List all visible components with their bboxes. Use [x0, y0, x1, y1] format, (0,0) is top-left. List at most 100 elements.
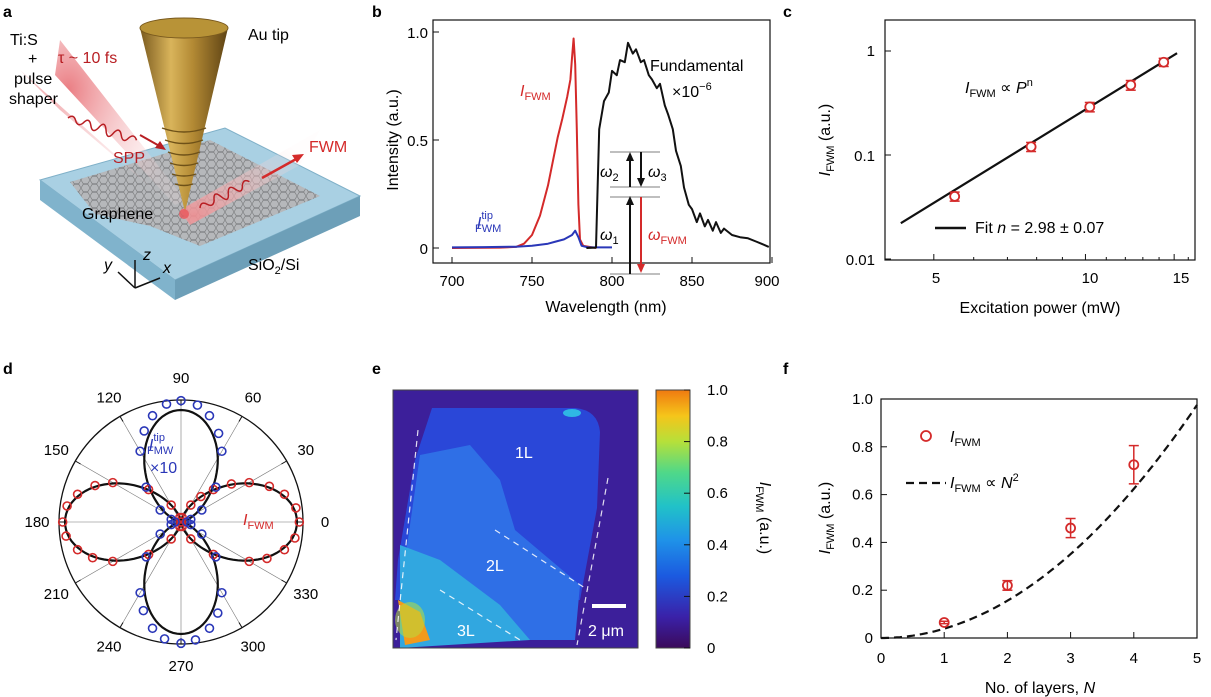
panel-label-f: f	[783, 361, 789, 378]
polar-point-fwm	[166, 534, 177, 544]
b-xtick-750: 750	[519, 273, 544, 290]
polar-point-tip	[211, 552, 221, 562]
power-law-plot	[900, 52, 1178, 225]
panel-f-layers: 0 1 2 3 4 500.20.40.60.81.0 No. of layers, N …	[817, 391, 1201, 697]
polar-point-fwm	[176, 517, 186, 527]
polar-point-fwm	[279, 544, 290, 555]
polar-tick	[281, 460, 287, 465]
polar-point-fwm	[143, 484, 154, 495]
substrate-left-face	[40, 180, 175, 300]
polar-point-fwm	[166, 500, 177, 510]
label-tis: Ti:S	[10, 32, 38, 49]
label-fwm: FWM	[309, 139, 347, 156]
tip-apex-spot	[179, 209, 189, 219]
polar-point-fwm	[290, 533, 300, 543]
polar-point-tip	[147, 410, 158, 421]
polar-point-tip	[197, 505, 207, 515]
polar-point-fwm	[185, 534, 196, 544]
f-ytick-label: 0.6	[852, 487, 873, 504]
layers-plot	[881, 404, 1198, 640]
polar-point-tip	[190, 635, 201, 645]
polar-data	[57, 395, 305, 649]
polar-point-fwm	[294, 517, 305, 527]
omega-2: ω2	[600, 164, 619, 184]
polar-tick	[238, 622, 243, 628]
polar-point-tip	[166, 519, 177, 530]
axes-triad	[117, 260, 161, 289]
axis-label-x: x	[162, 260, 172, 277]
f-ytick-label: 1.0	[852, 391, 873, 408]
hotspot-3L-halo	[395, 602, 425, 638]
polar-point-tip	[185, 514, 196, 525]
c-xtick-15: 15	[1173, 270, 1190, 287]
polar-point-tip	[204, 410, 215, 421]
polar-tick	[281, 579, 287, 584]
polar-point-fwm	[143, 549, 154, 560]
f-xtick-label: 0	[877, 650, 885, 667]
colorbar-tick-label: 1.0	[707, 382, 728, 399]
au-tip-cone	[140, 28, 228, 212]
c-ylabel: IFWM (a.u.)	[817, 104, 837, 177]
polar-angle-label: 270	[168, 658, 193, 675]
polar-tick	[119, 416, 124, 422]
fwm-beam	[180, 130, 320, 225]
region-3L: 3L	[457, 623, 475, 640]
colorbar-tick-label: 0.8	[707, 434, 728, 451]
series-fundamental	[586, 41, 770, 249]
label-pulse: pulse	[14, 71, 52, 88]
polar-angle-label: 60	[245, 389, 262, 406]
polar-point-fwm	[196, 491, 206, 502]
polar-point-fwm	[208, 549, 219, 560]
polar-point-fwm	[90, 480, 100, 491]
polar-point-fwm	[107, 477, 118, 488]
f-xtick-label: 5	[1193, 650, 1201, 667]
polar-point-fwm	[62, 501, 72, 511]
fwm-arrow	[261, 156, 299, 180]
energy-arrows	[626, 152, 645, 274]
polar-tick	[119, 622, 124, 628]
c-data-point	[949, 190, 961, 202]
f-xtick-label: 1	[940, 650, 948, 667]
f-data-point	[1065, 522, 1076, 534]
b-xtick-700: 700	[439, 273, 464, 290]
polar-tick	[75, 579, 81, 584]
f-data-point	[1128, 459, 1140, 471]
polar-angle-label: 120	[96, 389, 121, 406]
c-xtick-10: 10	[1082, 270, 1099, 287]
polar-point-tip	[212, 608, 223, 618]
b-ytick-0.5: 0.5	[407, 133, 428, 150]
label-graphene: Graphene	[82, 206, 153, 223]
tick-marks-f: 0 1 2 3 4 5 0 0.2 0.4 0.6 0.8 1.0	[852, 391, 1201, 667]
polar-angle-label: 90	[173, 370, 190, 387]
b-xtick-800: 800	[599, 273, 624, 290]
f-legend-fit: IFWM ∝ N2	[950, 472, 1019, 495]
c-data-point	[1125, 79, 1137, 91]
scale-bar-label: 2 μm	[588, 623, 624, 640]
panel-label-a: a	[3, 4, 12, 21]
f-xtick-label: 2	[1003, 650, 1011, 667]
label-fundamental: Fundamental	[650, 58, 743, 75]
axis-label-y: y	[103, 257, 113, 274]
polar-point-tip	[161, 399, 172, 409]
polar-angle-label: 240	[96, 639, 121, 656]
polar-point-fwm	[87, 552, 98, 563]
fwm-pulse-wave	[199, 179, 250, 209]
polar-point-tip	[135, 587, 145, 598]
tick-marks-b	[433, 31, 773, 263]
plot-frame-c	[884, 19, 1196, 261]
label-tip-polar: Itip FMW	[147, 432, 174, 457]
spectrum-lines	[451, 37, 770, 249]
tick-marks-c	[885, 50, 1189, 260]
polar-point-tip	[141, 482, 151, 492]
label-ifwm: IFWM	[520, 83, 551, 103]
panel-label-e: e	[372, 361, 381, 378]
incident-pulse-wave	[67, 115, 138, 142]
label-ifwm-tip: Itip FWM	[475, 210, 501, 235]
omega-fwm: ωFWM	[648, 227, 687, 247]
b-ytick-1.0: 1.0	[407, 25, 428, 42]
c-ytick-0.01: 0.01	[846, 252, 875, 269]
polar-angle-label: 300	[240, 639, 265, 656]
c-data-point	[1158, 56, 1170, 68]
axis-label-z: z	[142, 247, 151, 264]
